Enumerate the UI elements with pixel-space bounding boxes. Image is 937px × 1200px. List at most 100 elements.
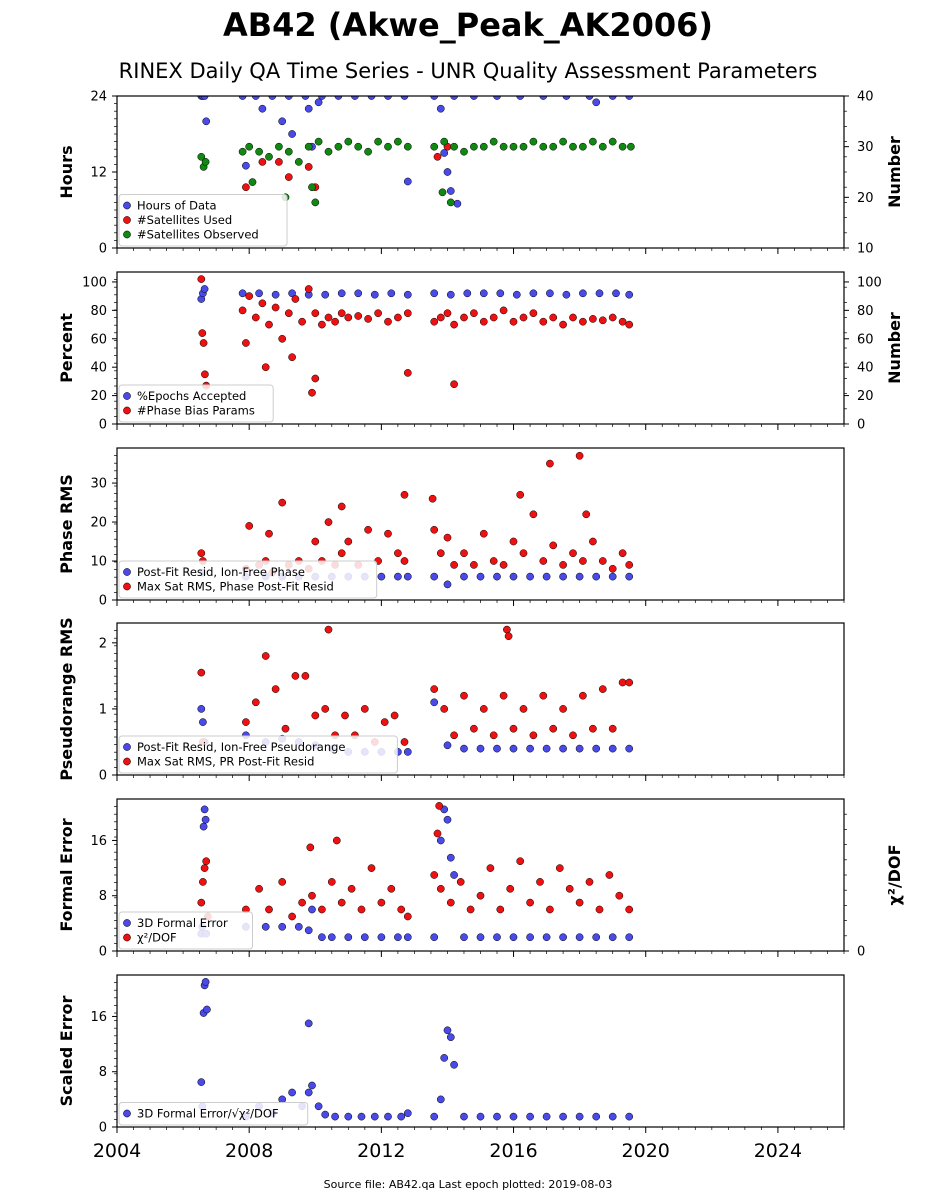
data-point xyxy=(460,744,468,753)
data-point xyxy=(529,510,538,519)
data-point xyxy=(479,142,488,151)
data-point xyxy=(509,142,518,151)
data-point xyxy=(625,744,634,753)
data-point xyxy=(595,289,604,298)
data-point xyxy=(198,329,207,337)
data-point xyxy=(569,731,577,740)
data-point xyxy=(201,158,210,166)
data-point xyxy=(559,572,567,581)
figure-subtitle: RINEX Daily QA Time Series - UNR Quality… xyxy=(119,59,818,83)
data-point xyxy=(460,1112,468,1121)
y-tick-label: 0 xyxy=(99,1121,107,1136)
data-point xyxy=(344,313,353,322)
data-point xyxy=(509,317,518,326)
data-point xyxy=(384,529,392,538)
data-point xyxy=(265,152,273,161)
y-right-tick-label: 40 xyxy=(857,361,874,376)
data-point xyxy=(403,1109,412,1118)
data-point xyxy=(357,905,366,914)
data-point xyxy=(443,309,452,318)
data-point xyxy=(197,549,206,558)
data-point xyxy=(440,705,449,713)
y-tick-label: 16 xyxy=(90,1010,107,1025)
data-point xyxy=(364,315,372,323)
data-point xyxy=(394,137,402,146)
data-point xyxy=(200,864,209,872)
data-point xyxy=(430,871,439,879)
y-right-tick-label: 100 xyxy=(857,275,882,290)
data-point xyxy=(403,290,412,299)
data-point xyxy=(539,317,548,326)
y-axis-label-right: χ²/DOF xyxy=(885,845,904,906)
data-point xyxy=(304,1019,313,1028)
data-point xyxy=(476,572,485,581)
data-point xyxy=(357,1112,366,1121)
legend-marker xyxy=(123,757,131,766)
data-points xyxy=(197,96,635,208)
data-point xyxy=(308,1081,316,1090)
data-point xyxy=(529,731,538,740)
series-1 xyxy=(197,805,634,942)
y-right-tick-label: 30 xyxy=(857,140,874,155)
data-point xyxy=(542,933,551,942)
data-point xyxy=(559,137,567,146)
data-point xyxy=(354,312,363,320)
data-point xyxy=(460,933,468,942)
data-point xyxy=(278,117,287,126)
data-point xyxy=(479,317,488,326)
data-point xyxy=(370,1112,379,1121)
data-point xyxy=(443,815,452,824)
data-point xyxy=(197,705,206,713)
y-tick-label: 0 xyxy=(99,242,107,257)
data-point xyxy=(618,678,627,687)
panel-4: 0 1 2 Pseudorange RMS Post-Fit Resid, Ion-Fr… xyxy=(57,617,845,784)
data-point xyxy=(199,339,208,347)
y-right-tick-label: 40 xyxy=(857,90,874,105)
series-2 xyxy=(197,275,634,397)
data-point xyxy=(430,525,439,534)
data-points xyxy=(197,978,634,1121)
data-point xyxy=(496,905,505,914)
y-axis-label-right: Number xyxy=(885,312,904,384)
data-point xyxy=(275,158,283,166)
data-point xyxy=(428,494,437,503)
data-point xyxy=(539,691,548,700)
data-point xyxy=(304,285,313,293)
data-point xyxy=(384,1112,392,1121)
data-point xyxy=(625,1112,634,1121)
legend-label: Max Sat RMS, Phase Post-Fit Resid xyxy=(137,580,334,594)
legend-label: #Satellites Observed xyxy=(137,228,259,242)
data-point xyxy=(321,290,330,299)
data-point xyxy=(318,320,326,329)
data-point xyxy=(337,502,346,511)
data-point xyxy=(529,309,538,318)
data-point xyxy=(436,884,445,893)
data-point xyxy=(258,299,267,308)
data-point xyxy=(559,561,567,569)
data-point xyxy=(360,933,369,942)
data-point xyxy=(261,652,270,660)
data-point xyxy=(265,529,273,538)
data-point xyxy=(311,711,320,720)
data-point xyxy=(443,168,452,176)
data-point xyxy=(549,313,558,322)
data-point xyxy=(625,561,634,569)
data-point xyxy=(575,933,584,942)
data-point xyxy=(589,315,597,323)
data-point xyxy=(374,309,382,318)
data-point xyxy=(337,289,346,298)
data-point xyxy=(394,572,402,581)
data-point xyxy=(625,905,634,914)
data-point xyxy=(324,313,333,322)
data-point xyxy=(403,748,412,756)
data-point xyxy=(403,309,412,318)
legend: Hours of Data#Satellites Used#Satellites… xyxy=(118,194,288,247)
series-3 xyxy=(197,137,635,207)
data-point xyxy=(446,853,455,862)
data-point xyxy=(592,98,601,107)
data-point xyxy=(304,163,313,171)
data-point xyxy=(470,724,478,733)
data-point xyxy=(311,309,320,318)
data-point xyxy=(251,698,260,707)
